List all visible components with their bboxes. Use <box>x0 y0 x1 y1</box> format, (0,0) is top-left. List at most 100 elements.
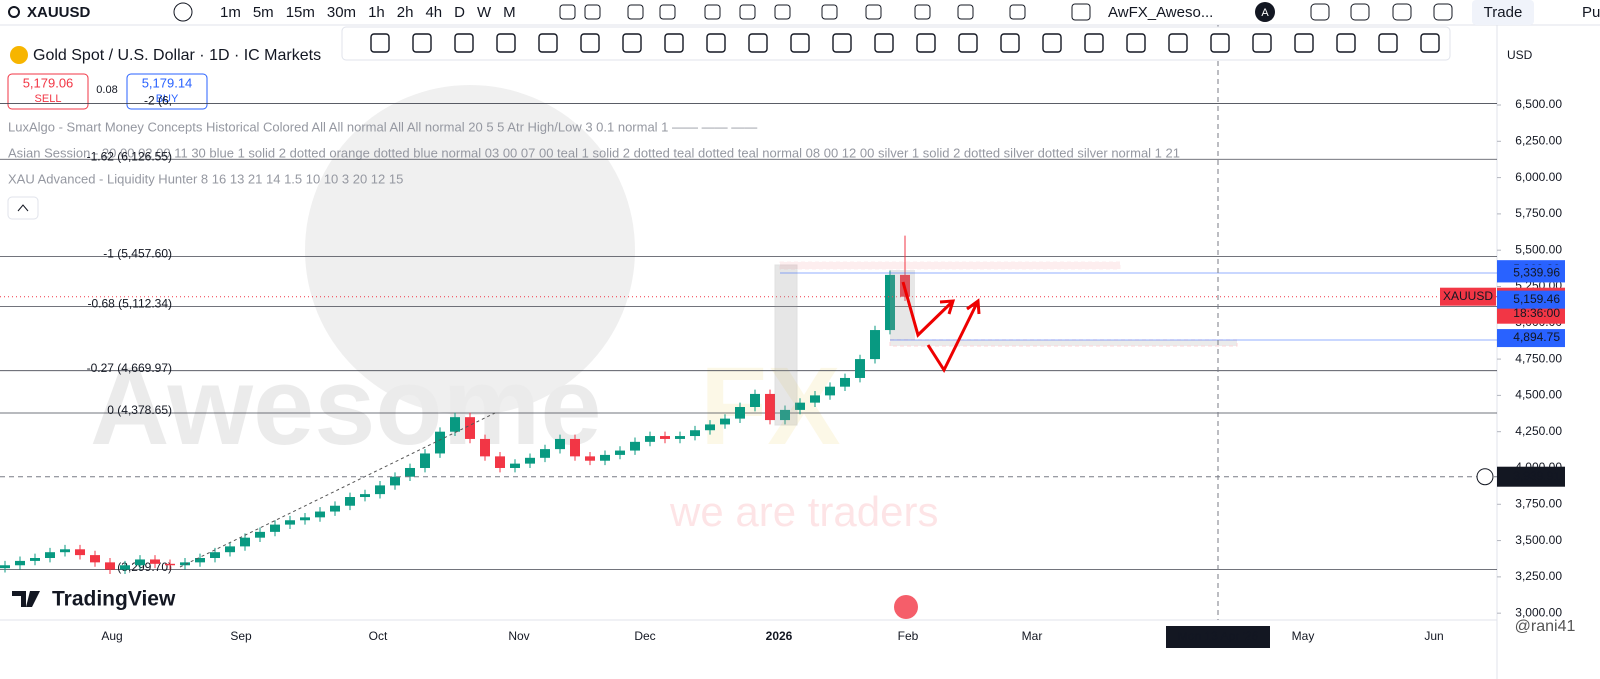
drawing-tool[interactable] <box>832 33 852 53</box>
candle-body <box>660 436 670 439</box>
toolbar-icon[interactable] <box>914 4 931 20</box>
x-tick-label: Dec <box>634 629 655 643</box>
watermark-tagline: we are traders <box>669 488 938 535</box>
drawing-tool[interactable] <box>454 33 474 53</box>
toolbar-icon[interactable] <box>865 4 882 20</box>
candle-body <box>285 520 295 525</box>
candle-body <box>60 549 70 553</box>
candle-body <box>360 494 370 498</box>
candle-body <box>780 409 790 421</box>
toolbar-icon[interactable] <box>1009 4 1026 20</box>
candle-body <box>615 450 625 455</box>
drawing-tool[interactable] <box>916 33 936 53</box>
drawing-tool[interactable] <box>664 33 684 53</box>
toolbar-icon[interactable] <box>774 4 791 20</box>
watermark: Awesome FX <box>90 85 841 468</box>
interval-button[interactable]: 5m <box>253 4 274 21</box>
candle-body <box>465 417 475 439</box>
arrow-head <box>939 299 956 315</box>
drawing-tool[interactable] <box>622 33 642 53</box>
drawing-tool[interactable] <box>1126 33 1146 53</box>
spread: 0.08 <box>96 84 117 96</box>
sell-button[interactable] <box>7 73 89 110</box>
drawing-tool[interactable] <box>580 33 600 53</box>
drawing-tool[interactable] <box>706 33 726 53</box>
drawing-tool[interactable] <box>496 33 516 53</box>
cut-button[interactable]: Pu <box>1582 4 1600 21</box>
interval-button[interactable]: 1h <box>368 4 385 21</box>
candle-body <box>585 456 595 461</box>
candle-body <box>750 393 760 408</box>
drawing-tool[interactable] <box>790 33 810 53</box>
interval-button[interactable]: D <box>454 4 465 21</box>
toolbar-icon[interactable] <box>1310 3 1330 21</box>
drawing-tool[interactable] <box>1336 33 1356 53</box>
drawing-tool[interactable] <box>412 33 432 53</box>
drawing-tool[interactable] <box>370 33 390 53</box>
toolbar-icon[interactable] <box>1350 3 1370 21</box>
toolbar-icon[interactable] <box>584 4 601 20</box>
candle-body <box>540 449 550 458</box>
interval-button[interactable]: M <box>503 4 516 21</box>
event-flag[interactable] <box>894 595 918 619</box>
toolbar-icon[interactable] <box>559 4 576 20</box>
drawing-tool[interactable] <box>1252 33 1272 53</box>
interval-button[interactable]: W <box>477 4 492 21</box>
drawing-tool[interactable] <box>1294 33 1314 53</box>
credit: @rani41 <box>1515 618 1576 635</box>
candle-body <box>195 558 205 563</box>
interval-button[interactable]: 15m <box>286 4 315 21</box>
candle-body <box>600 454 610 461</box>
layout-name[interactable]: AwFX_Aweso... <box>1108 4 1213 21</box>
toolbar-icon[interactable] <box>704 4 721 20</box>
toolbar-icon[interactable] <box>1392 3 1412 21</box>
drawing-tool[interactable] <box>958 33 978 53</box>
toolbar-icon[interactable] <box>1433 3 1453 21</box>
avatar[interactable] <box>1255 2 1275 22</box>
watermark-logo <box>305 85 635 415</box>
countdown: 18:36:00 <box>1513 306 1560 320</box>
search-icon[interactable] <box>8 6 20 18</box>
toolbar-icon[interactable] <box>627 4 644 20</box>
interval-button[interactable]: 2h <box>397 4 414 21</box>
drawing-tool[interactable] <box>538 33 558 53</box>
symbol-button[interactable]: XAUUSD <box>27 4 91 21</box>
candle-body <box>855 359 865 378</box>
trend-line <box>179 412 496 568</box>
toolbar-icon[interactable] <box>821 4 838 20</box>
buy-button[interactable] <box>126 73 208 110</box>
layout-icon[interactable] <box>1071 3 1091 21</box>
toolbar-icon[interactable] <box>957 4 974 20</box>
interval-button[interactable]: 4h <box>425 4 442 21</box>
interval-button[interactable]: 1m <box>220 4 241 21</box>
trade-button[interactable]: Trade <box>1484 4 1523 21</box>
crosshair-date-bg <box>1166 626 1270 648</box>
interval-button[interactable]: 30m <box>327 4 356 21</box>
candle-body <box>840 377 850 387</box>
drawing-tool[interactable] <box>748 33 768 53</box>
drawing-tool[interactable] <box>874 33 894 53</box>
toolbar-icon[interactable] <box>739 4 756 20</box>
x-tick-label: Nov <box>508 629 529 643</box>
collapse-button[interactable] <box>7 196 39 220</box>
drawing-tool[interactable] <box>1210 33 1230 53</box>
candle-body <box>795 402 805 410</box>
brand: TradingView <box>52 588 176 611</box>
candle-body <box>240 537 250 547</box>
toolbar-icon[interactable] <box>659 4 676 20</box>
x-tick-label: 2026 <box>766 629 793 643</box>
add-symbol[interactable] <box>173 2 193 22</box>
crosshair-add[interactable] <box>1476 468 1494 486</box>
drawing-tool[interactable] <box>1420 33 1440 53</box>
y-tick-label: 6,500.00 <box>1515 97 1562 111</box>
x-tick-label: May <box>1292 629 1315 643</box>
projection-arrows <box>901 281 981 374</box>
drawing-tool[interactable] <box>1168 33 1188 53</box>
zone <box>889 339 1238 347</box>
drawing-tool[interactable] <box>1000 33 1020 53</box>
drawing-tool[interactable] <box>1042 33 1062 53</box>
drawing-tool[interactable] <box>1084 33 1104 53</box>
drawing-tool[interactable] <box>1378 33 1398 53</box>
trade-button-bg[interactable] <box>1472 0 1534 25</box>
currency[interactable]: USD <box>1507 48 1533 62</box>
